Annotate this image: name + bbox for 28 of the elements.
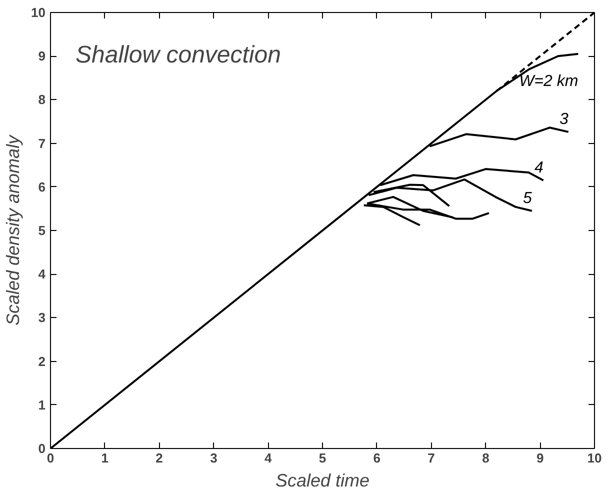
y-tick-label: 3 [38, 310, 46, 326]
x-tick-label: 9 [536, 450, 544, 466]
y-tick-label: 2 [38, 354, 46, 369]
y-tick-label: 7 [38, 136, 46, 151]
x-tick-label: 1 [101, 450, 109, 466]
series-label: 3 [559, 110, 568, 128]
x-tick-label: 2 [156, 450, 163, 466]
y-tick-label: 8 [38, 92, 46, 108]
x-tick-label: 10 [587, 450, 602, 466]
x-tick-label: 3 [210, 450, 218, 466]
legend-label: W=2 km [519, 72, 578, 90]
y-tick-label: 1 [38, 397, 46, 412]
x-tick-label: 7 [428, 450, 435, 466]
y-tick-label: 9 [38, 48, 46, 64]
series-label: 4 [534, 159, 544, 176]
y-tick-label: 4 [38, 266, 46, 282]
x-axis-title: Scaled time [275, 470, 370, 490]
x-tick-label: 6 [373, 450, 381, 466]
y-tick-label: 0 [38, 441, 46, 456]
x-tick-label: 4 [264, 450, 272, 466]
series-label: 5 [523, 190, 532, 207]
y-tick-label: 10 [31, 5, 46, 20]
x-tick-label: 8 [482, 450, 490, 466]
y-tick-label: 6 [38, 179, 46, 194]
x-tick-label: 5 [318, 450, 326, 466]
y-axis-title: Scaled density anomaly [3, 134, 24, 326]
y-tick-label: 5 [38, 223, 46, 238]
text: Shallow convection [76, 42, 281, 68]
